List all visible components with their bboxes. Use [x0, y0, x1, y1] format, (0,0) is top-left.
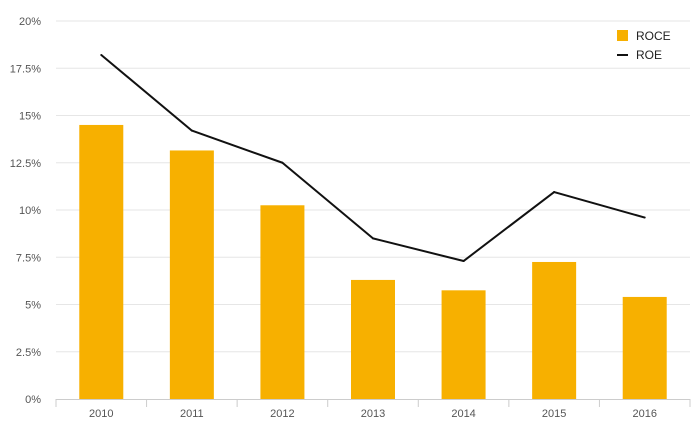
- y-tick-label: 17.5%: [10, 63, 41, 75]
- x-tick-label: 2016: [632, 408, 656, 420]
- point-roe-2013[interactable]: [372, 237, 374, 240]
- legend-label-roe: ROE: [636, 48, 662, 62]
- x-tick-label: 2013: [361, 408, 385, 420]
- x-tick-label: 2014: [451, 408, 475, 420]
- bar-roce-2011[interactable]: [169, 150, 214, 399]
- bar-roce-2014[interactable]: [441, 290, 486, 399]
- x-tick-label: 2011: [180, 408, 204, 420]
- legend: ROCE ROE: [617, 29, 671, 62]
- x-tick-label: 2010: [89, 408, 113, 420]
- bar-roce-2015[interactable]: [532, 261, 577, 399]
- roce-bars: [79, 124, 667, 399]
- y-tick-label: 10%: [19, 205, 41, 217]
- point-roe-2015[interactable]: [553, 191, 556, 194]
- gridlines: [56, 20, 690, 353]
- y-axis-tick-labels: 0% 2.5% 5% 7.5% 10% 12.5% 15% 17.5% 20%: [10, 16, 41, 406]
- legend-label-roce: ROCE: [636, 29, 671, 43]
- y-tick-label: 20%: [19, 16, 41, 28]
- y-tick-label: 15%: [19, 111, 41, 123]
- y-tick-label: 7.5%: [16, 252, 41, 264]
- legend-item-roce[interactable]: ROCE: [617, 29, 671, 43]
- y-tick-label: 0%: [25, 394, 41, 406]
- bar-roce-2012[interactable]: [260, 205, 305, 399]
- y-tick-label: 2.5%: [16, 347, 41, 359]
- bar-roce-2016[interactable]: [622, 296, 667, 399]
- point-roe-2012[interactable]: [281, 161, 284, 164]
- x-axis: [55, 399, 691, 407]
- legend-swatch-roce: [617, 30, 628, 41]
- point-roe-2014[interactable]: [462, 260, 465, 263]
- y-tick-label: 12.5%: [10, 158, 41, 170]
- point-roe-2010[interactable]: [100, 54, 103, 57]
- y-tick-label: 5%: [25, 300, 41, 312]
- x-tick-label: 2012: [270, 408, 294, 420]
- x-axis-tick-labels: 2010 2011 2012 2013 2014 2015 2016: [89, 408, 657, 420]
- bar-roce-2010[interactable]: [79, 124, 124, 399]
- point-roe-2011[interactable]: [190, 129, 193, 132]
- bar-roce-2013[interactable]: [351, 279, 395, 399]
- legend-item-roe[interactable]: ROE: [617, 48, 662, 62]
- point-roe-2016[interactable]: [643, 216, 646, 219]
- roe-line: [100, 54, 646, 263]
- x-tick-label: 2015: [542, 408, 566, 420]
